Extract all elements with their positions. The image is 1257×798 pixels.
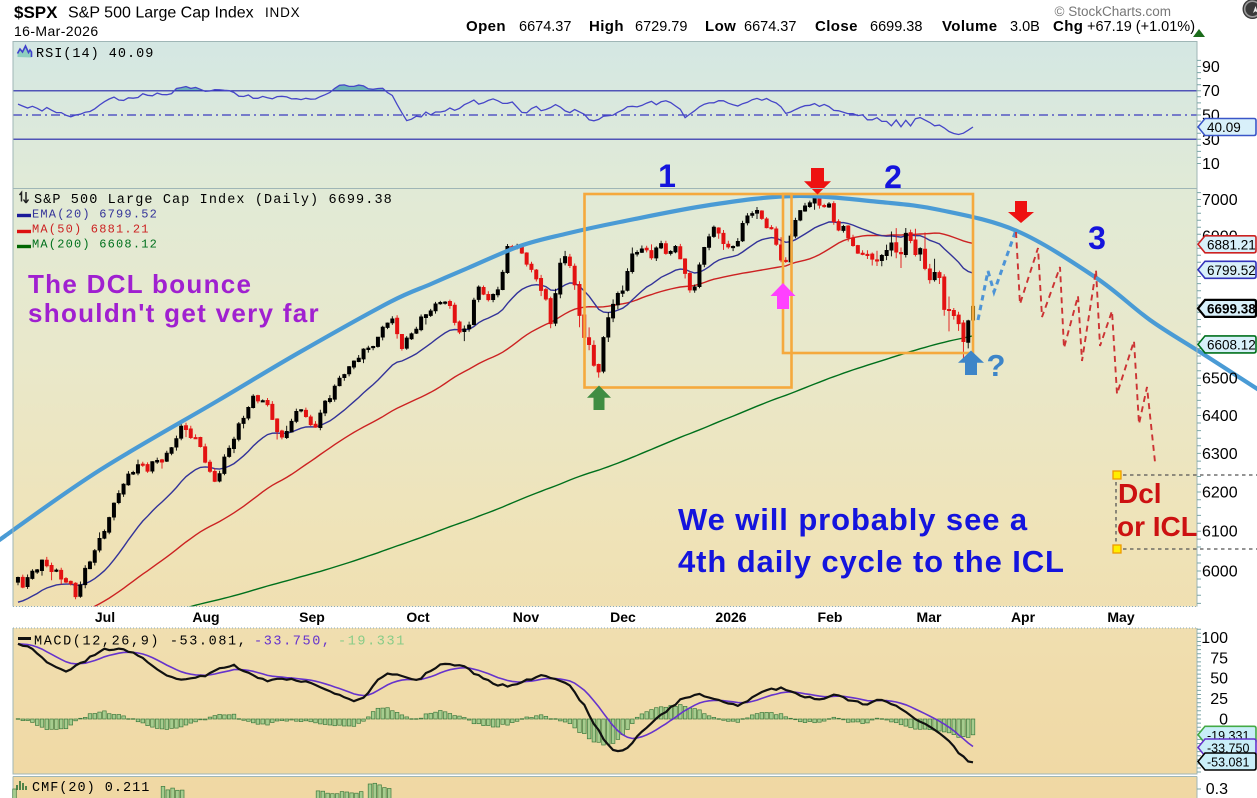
svg-text:-19.331: -19.331 xyxy=(338,635,406,650)
svg-text:6699.38: 6699.38 xyxy=(870,19,922,35)
svg-text:6000: 6000 xyxy=(1202,564,1238,581)
svg-text:Dcl: Dcl xyxy=(1118,478,1162,509)
svg-text:6400: 6400 xyxy=(1202,408,1238,425)
svg-text:Aug: Aug xyxy=(192,609,219,625)
svg-text:100: 100 xyxy=(1201,630,1228,647)
svg-text:6608.12: 6608.12 xyxy=(1207,337,1256,352)
svg-text:70: 70 xyxy=(1202,83,1220,100)
svg-text:6674.37: 6674.37 xyxy=(744,19,796,35)
svg-text:MA(50) 6881.21: MA(50) 6881.21 xyxy=(32,223,150,237)
svg-text:Oct: Oct xyxy=(406,609,430,625)
svg-text:Open: Open xyxy=(466,18,506,35)
svg-text:7000: 7000 xyxy=(1202,192,1238,209)
svg-text:10: 10 xyxy=(1202,156,1220,173)
svg-text:6674.37: 6674.37 xyxy=(519,19,571,35)
svg-text:75: 75 xyxy=(1210,650,1228,667)
svg-text:Sep: Sep xyxy=(299,609,325,625)
svg-text:90: 90 xyxy=(1202,59,1220,76)
svg-text:16-Mar-2026: 16-Mar-2026 xyxy=(14,23,99,39)
svg-text:3.0B: 3.0B xyxy=(1010,19,1040,35)
svg-text:MACD(12,26,9) -53.081,: MACD(12,26,9) -53.081, xyxy=(34,635,247,650)
svg-text:6200: 6200 xyxy=(1202,485,1238,502)
svg-text:6799.52: 6799.52 xyxy=(1207,263,1256,278)
svg-text:+67.19 (+1.01%): +67.19 (+1.01%) xyxy=(1087,19,1195,35)
svg-text:Nov: Nov xyxy=(513,609,540,625)
svg-text:-33.750: -33.750 xyxy=(1207,742,1249,756)
svg-text:shouldn't get very far: shouldn't get very far xyxy=(28,298,320,328)
svg-text:MA(200) 6608.12: MA(200) 6608.12 xyxy=(32,238,158,252)
svg-text:High: High xyxy=(589,18,624,35)
svg-text:2026: 2026 xyxy=(715,609,746,625)
svg-text:25: 25 xyxy=(1210,691,1228,708)
svg-text:6729.79: 6729.79 xyxy=(635,19,687,35)
svg-text:We will probably see a: We will probably see a xyxy=(678,502,1028,537)
svg-text:EMA(20) 6799.52: EMA(20) 6799.52 xyxy=(32,208,158,222)
svg-text:or ICL: or ICL xyxy=(1117,511,1198,542)
svg-text:6100: 6100 xyxy=(1202,524,1238,541)
svg-text:$SPX: $SPX xyxy=(14,3,58,22)
svg-text:INDX: INDX xyxy=(265,5,300,20)
svg-text:CMF(20) 0.211: CMF(20) 0.211 xyxy=(32,781,150,796)
svg-text:Jul: Jul xyxy=(95,609,115,625)
svg-text:Apr: Apr xyxy=(1011,609,1036,625)
svg-text:Chg: Chg xyxy=(1053,18,1083,35)
svg-text:0.3: 0.3 xyxy=(1206,781,1228,798)
svg-text:6300: 6300 xyxy=(1202,446,1238,463)
svg-text:1: 1 xyxy=(658,158,676,194)
svg-text:50: 50 xyxy=(1210,671,1228,688)
svg-text:40.09: 40.09 xyxy=(1207,120,1241,135)
svg-text:Mar: Mar xyxy=(917,609,942,625)
svg-text:-53.081: -53.081 xyxy=(1207,756,1249,770)
svg-text:RSI(14) 40.09: RSI(14) 40.09 xyxy=(36,47,154,62)
svg-text:6699.38: 6699.38 xyxy=(1207,301,1256,316)
svg-text:6500: 6500 xyxy=(1202,371,1238,388)
svg-text:-33.750,: -33.750, xyxy=(254,635,332,650)
svg-text:Feb: Feb xyxy=(818,609,843,625)
svg-text:Dec: Dec xyxy=(610,609,636,625)
svg-text:6881.21: 6881.21 xyxy=(1207,237,1256,252)
svg-text:The DCL bounce: The DCL bounce xyxy=(28,269,252,299)
svg-text:0: 0 xyxy=(1219,712,1228,729)
svg-text:Close: Close xyxy=(815,18,858,35)
svg-text:S&P 500 Large Cap Index: S&P 500 Large Cap Index xyxy=(68,5,254,22)
svg-text:© StockCharts.com: © StockCharts.com xyxy=(1055,4,1171,19)
svg-text:2: 2 xyxy=(884,159,902,195)
svg-text:?: ? xyxy=(987,348,1006,383)
svg-text:May: May xyxy=(1107,609,1134,625)
svg-text:Low: Low xyxy=(705,18,736,35)
svg-text:Volume: Volume xyxy=(942,18,997,35)
svg-text:3: 3 xyxy=(1088,220,1106,256)
svg-text:S&P 500 Large Cap Index (Daily: S&P 500 Large Cap Index (Daily) 6699.38 xyxy=(34,193,393,208)
svg-text:4th daily cycle to the ICL: 4th daily cycle to the ICL xyxy=(678,544,1065,579)
